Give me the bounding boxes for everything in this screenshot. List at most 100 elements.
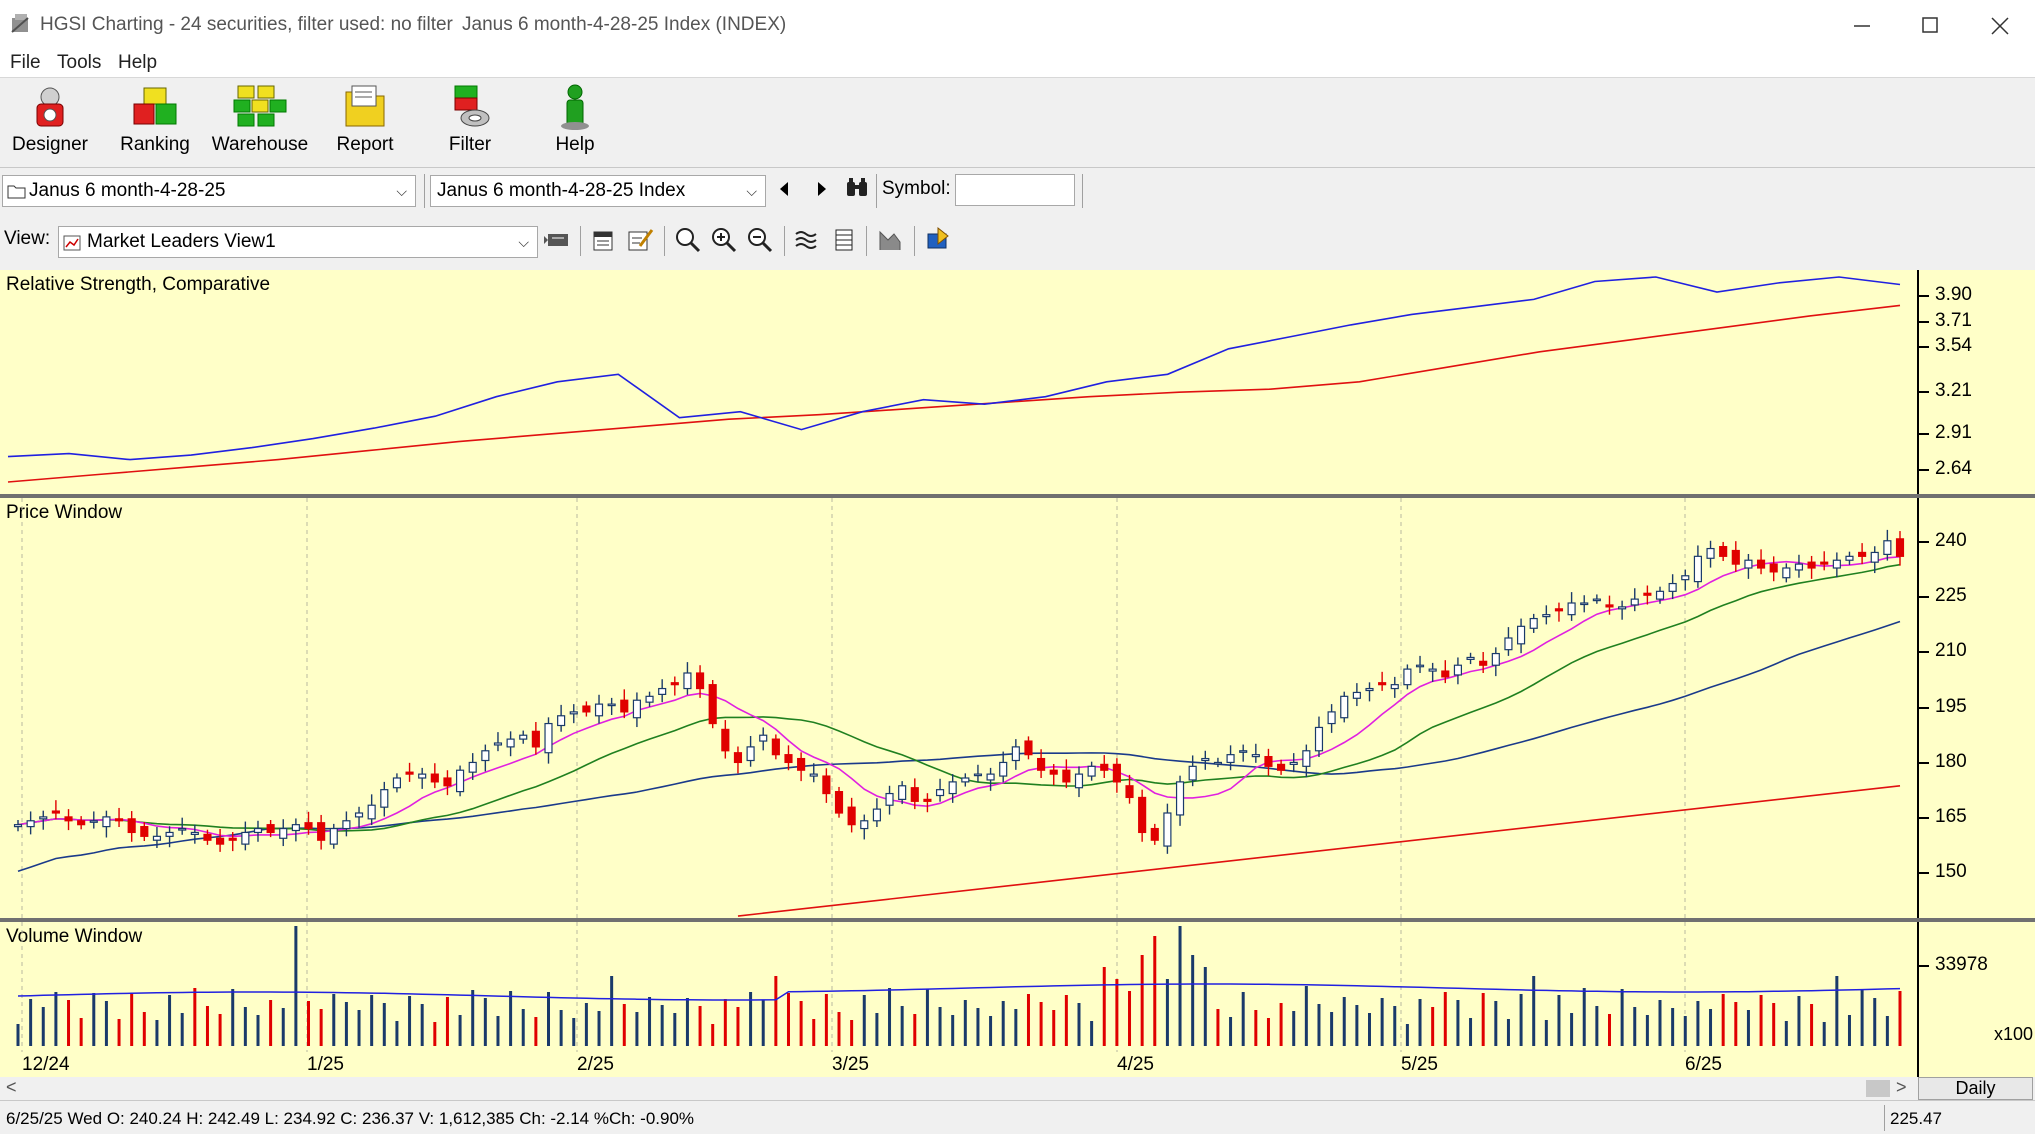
candle-body — [999, 761, 1008, 777]
list-combo-value: Janus 6 month-4-28-25 — [29, 180, 226, 201]
properties-icon[interactable] — [590, 226, 618, 254]
price-ytick: 225 — [1919, 585, 1967, 606]
candle-body — [1074, 773, 1084, 789]
candle-body — [632, 699, 641, 719]
candle-body — [1731, 549, 1740, 565]
zoom-out-icon[interactable] — [746, 226, 774, 254]
candle-body — [872, 808, 881, 822]
candle-body — [961, 777, 970, 783]
candle-body — [885, 792, 894, 806]
close-icon[interactable] — [1988, 14, 2012, 38]
help-label: Help — [555, 134, 595, 155]
help-button[interactable]: Help — [525, 82, 625, 162]
candle-body — [1719, 546, 1728, 557]
ranking-button[interactable]: Ranking — [105, 82, 205, 162]
view-options-icon[interactable] — [544, 226, 572, 254]
next-arrow-icon[interactable] — [814, 178, 830, 200]
relative-strength-title: Relative Strength, Comparative — [6, 274, 271, 295]
candle-body — [253, 827, 263, 834]
menu-help[interactable]: Help — [118, 52, 158, 73]
binoculars-icon[interactable] — [844, 176, 870, 200]
report-icon — [345, 85, 385, 127]
candle-body — [114, 818, 124, 822]
designer-label: Designer — [11, 134, 89, 155]
candle-body — [241, 831, 250, 845]
price-ytick: 150 — [1919, 861, 1967, 882]
candle-body — [443, 777, 452, 787]
wave-icon[interactable] — [794, 226, 822, 254]
volume-average-line — [17, 983, 1901, 1001]
candle-body — [64, 816, 73, 822]
candle-body — [1125, 785, 1134, 799]
candle-body — [1883, 540, 1892, 555]
view-label: View: — [4, 228, 51, 249]
candle-body — [102, 816, 111, 828]
candle-body — [557, 715, 566, 727]
status-bar: 6/25/25 Wed O: 240.24 H: 242.49 L: 234.9… — [0, 1100, 2035, 1134]
minimize-icon[interactable] — [1850, 14, 1874, 38]
rs-ytick: 2.91 — [1919, 422, 1972, 443]
table-icon[interactable] — [832, 226, 860, 254]
view-combo[interactable]: Market Leaders View1 ⌵ — [58, 226, 538, 258]
security-combo-value: Janus 6 month-4-28-25 Index — [437, 180, 686, 201]
candle-body — [1264, 756, 1273, 767]
warehouse-button[interactable]: Warehouse — [210, 82, 310, 162]
menu-bar: File Tools Help — [0, 50, 2035, 78]
candle-body — [329, 827, 338, 845]
price-ytick: 210 — [1919, 640, 1967, 661]
candle-body — [784, 754, 793, 764]
edit-icon[interactable] — [626, 226, 654, 254]
candle-body — [1049, 769, 1058, 775]
candle-body — [582, 705, 591, 713]
candle-body — [1403, 668, 1412, 686]
candle-body — [1239, 750, 1248, 753]
list-combo[interactable]: Janus 6 month-4-28-25 ⌵ — [2, 175, 416, 207]
zoom-in-icon[interactable] — [710, 226, 738, 254]
menu-file[interactable]: File — [10, 52, 41, 73]
app-icon — [11, 14, 29, 33]
candle-body — [1150, 827, 1159, 841]
candle-body — [1201, 757, 1210, 762]
export-icon[interactable] — [924, 226, 952, 254]
candle-body — [531, 730, 540, 748]
candle-body — [342, 820, 351, 830]
candle-body — [620, 699, 629, 713]
scroll-right-arrow[interactable]: > — [1896, 1077, 1907, 1097]
period-button[interactable]: Daily — [1918, 1077, 2033, 1100]
filter-button[interactable]: Filter — [420, 82, 520, 162]
candle-body — [418, 773, 427, 779]
price-panel: Price Window — [0, 498, 1917, 918]
chart-type-icon[interactable] — [876, 226, 904, 254]
candle-body — [1618, 606, 1627, 610]
candle-body — [506, 738, 515, 748]
candle-body — [797, 757, 806, 771]
candle-body — [860, 820, 869, 830]
previous-arrow-icon[interactable] — [776, 178, 792, 200]
candle-body — [935, 789, 945, 797]
ma-200-line — [737, 784, 1901, 917]
horizontal-scrollbar[interactable]: < > — [0, 1077, 1917, 1100]
maximize-icon[interactable] — [1918, 14, 1942, 38]
security-combo[interactable]: Janus 6 month-4-28-25 Index ⌵ — [430, 175, 766, 207]
candle-body — [493, 742, 503, 746]
scroll-thumb[interactable] — [1866, 1080, 1890, 1097]
panel-splitter[interactable] — [0, 494, 2035, 498]
panel-splitter[interactable] — [0, 918, 2035, 922]
candle-body — [354, 812, 364, 818]
report-button[interactable]: Report — [315, 82, 415, 162]
chevron-down-icon: ⌵ — [518, 234, 529, 250]
scroll-left-arrow[interactable]: < — [6, 1077, 17, 1097]
candle-body — [1352, 691, 1361, 699]
symbol-input[interactable] — [955, 174, 1075, 206]
candle-body — [721, 728, 730, 752]
candle-body — [1554, 608, 1564, 612]
candle-body — [39, 816, 48, 820]
magnifier-icon[interactable] — [674, 226, 702, 254]
menu-tools[interactable]: Tools — [57, 52, 102, 73]
price-ytick: 195 — [1919, 696, 1967, 717]
designer-button[interactable]: Designer — [0, 82, 100, 162]
candle-body — [1175, 781, 1185, 816]
filter-icon — [454, 85, 490, 127]
candle-body — [1302, 750, 1311, 767]
candle-body — [1188, 765, 1197, 781]
